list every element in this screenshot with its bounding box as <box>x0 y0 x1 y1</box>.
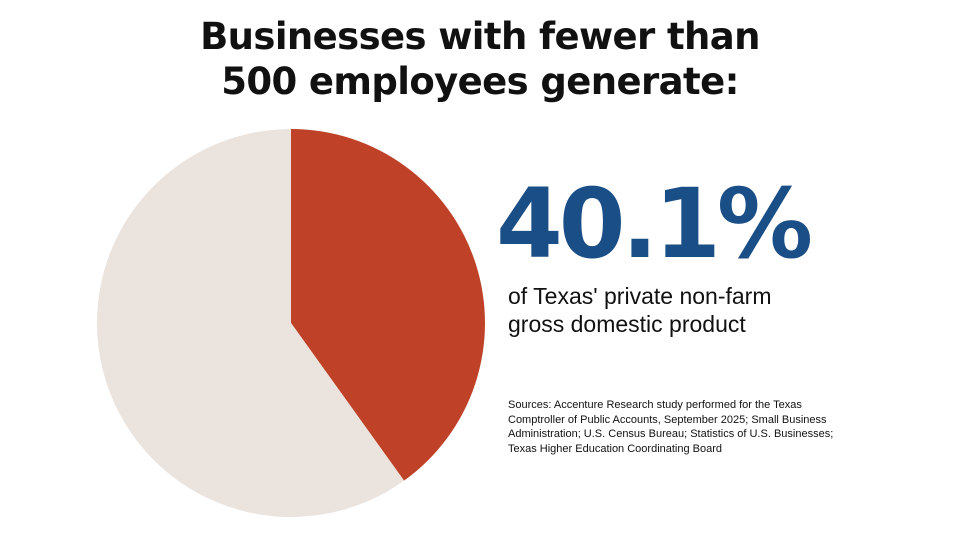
pie-chart <box>96 129 485 517</box>
description-line-1: of Texas' private non-farm <box>508 283 772 309</box>
page-title: Businesses with fewer than 500 employees… <box>0 14 960 104</box>
pie-slice-remainder <box>96 129 405 517</box>
pie-slice-highlight <box>291 129 485 481</box>
description-line-2: gross domestic product <box>508 311 746 337</box>
sources-line-1: Sources: Accenture Research study perfor… <box>508 399 802 411</box>
highlight-description: of Texas' private non-farm gross domesti… <box>508 282 928 338</box>
sources-line-3: Administration; U.S. Census Bureau; Stat… <box>508 428 834 440</box>
sources-line-4: Texas Higher Education Coordinating Boar… <box>508 442 723 455</box>
title-line-2: 500 employees generate: <box>221 60 739 103</box>
highlight-value: 40.1% <box>496 168 813 280</box>
title-line-1: Businesses with fewer than <box>200 15 760 58</box>
sources-note: Sources: Accenture Research study perfor… <box>508 398 948 456</box>
sources-line-2: Comptroller of Public Accounts, Septembe… <box>508 413 827 426</box>
